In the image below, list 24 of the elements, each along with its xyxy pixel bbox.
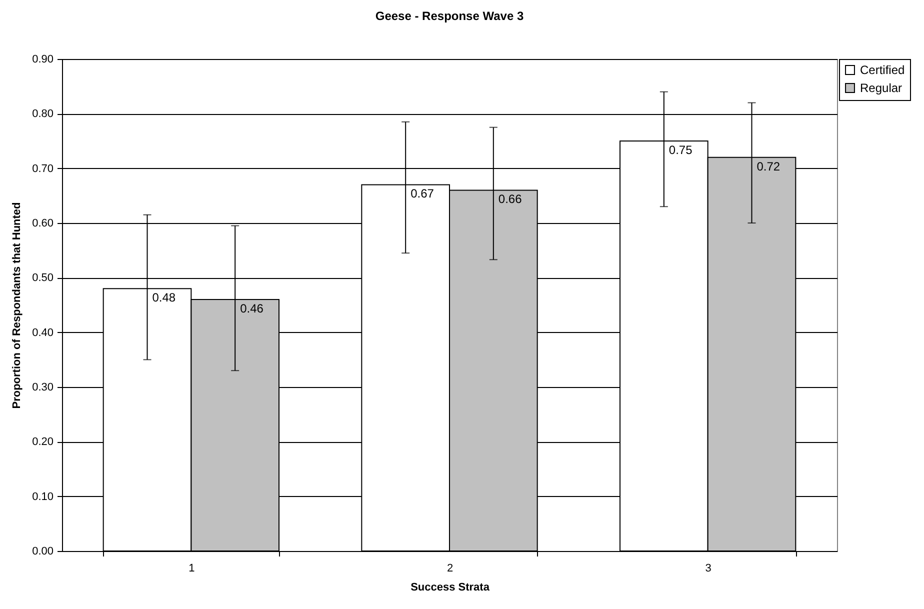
- y-tick-label: 0.30: [32, 382, 54, 394]
- y-tick-label: 0.60: [32, 218, 54, 230]
- data-label: 0.72: [756, 159, 780, 174]
- legend-label: Certified: [860, 63, 905, 77]
- data-label: 0.75: [668, 143, 693, 157]
- y-tick-label: 0.20: [32, 436, 54, 448]
- y-tick-label: 0.00: [32, 546, 54, 558]
- data-label: 0.48: [152, 290, 176, 305]
- x-tick-label: 3: [705, 562, 712, 574]
- x-axis-title: Success Strata: [410, 582, 490, 594]
- y-tick-label: 0.50: [32, 272, 54, 284]
- y-tick-label: 0.10: [32, 490, 54, 503]
- y-tick-label: 0.70: [32, 162, 54, 175]
- y-tick-label: 0.90: [32, 54, 54, 66]
- y-tick-label: 0.80: [32, 108, 54, 120]
- y-axis-title: Proportion of Respondants that Hunted: [11, 202, 24, 409]
- data-label: 0.67: [410, 186, 434, 201]
- x-tick-label: 2: [446, 562, 454, 574]
- x-tick-label: 1: [188, 562, 195, 574]
- chart-title: Geese - Response Wave 3: [375, 9, 524, 23]
- y-tick-label: 0.40: [32, 326, 54, 339]
- legend-label: Regular: [860, 81, 902, 95]
- data-label: 0.66: [498, 192, 522, 206]
- data-label: 0.46: [240, 302, 264, 316]
